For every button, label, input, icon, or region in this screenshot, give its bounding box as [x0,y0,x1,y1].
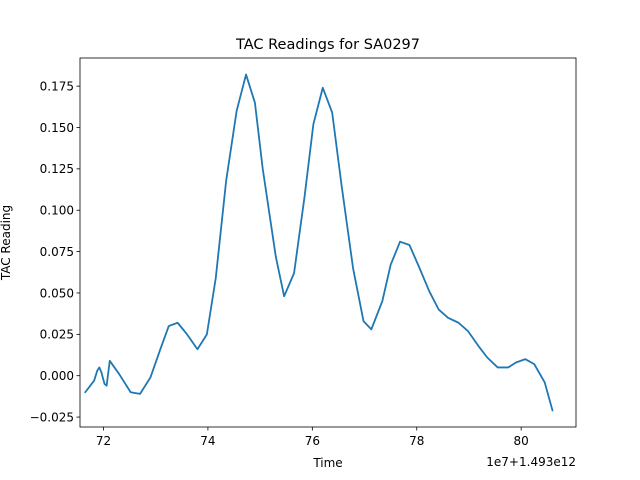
y-tick-label: 0.000 [40,369,74,383]
series-layer [84,73,554,412]
y-tick-label: 0.175 [40,79,74,93]
x-tick-label: 74 [200,434,215,448]
y-tick-label: 0.025 [40,328,74,342]
x-tick-label: 72 [96,434,111,448]
y-tick-label: 0.125 [40,162,74,176]
y-tick-label: −0.025 [30,410,74,424]
x-axis-offset-label: 1e7+1.493e12 [486,455,576,469]
y-tick-label: 0.075 [40,245,74,259]
plot-frame [79,57,577,428]
plot-background [80,58,576,427]
x-tick-label: 80 [514,434,529,448]
plot-area [79,57,577,428]
y-axis: −0.025 0.000 0.025 0.050 0.075 0.100 0.125 0.15… [30,79,80,424]
x-axis: 72 74 76 78 80 [96,427,529,448]
y-axis-label: TAC Reading [0,205,13,281]
series-line [84,73,554,412]
x-tick-label: 78 [409,434,424,448]
chart-title: TAC Readings for SA0297 [235,37,420,53]
y-tick-label: 0.050 [40,286,74,300]
x-axis-label: Time [312,456,342,470]
y-tick-label: 0.150 [40,121,74,135]
x-tick-label: 76 [305,434,320,448]
y-tick-label: 0.100 [40,204,74,218]
